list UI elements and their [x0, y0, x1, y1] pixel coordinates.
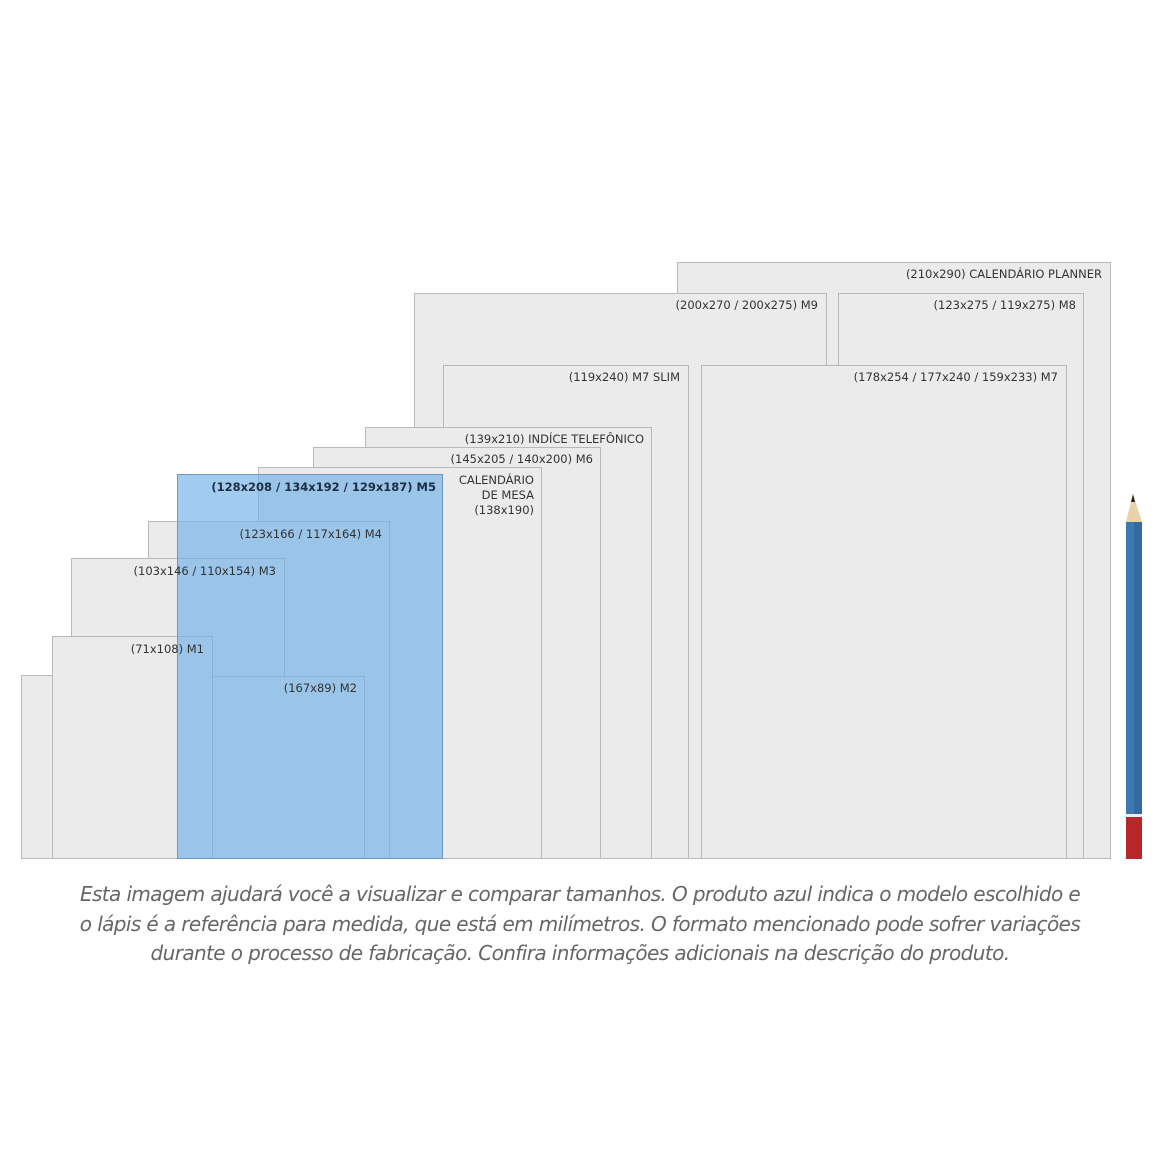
pencil-reference-icon — [1126, 494, 1142, 859]
label-m1: (71x108) M1 — [130, 642, 204, 656]
label-calendario-line1: CALENDÁRIO — [458, 473, 534, 487]
label-m2: (167x89) M2 — [283, 681, 357, 695]
caption-line-1: Esta imagem ajudará você a visualizar e … — [79, 882, 1081, 906]
label-calendario-line2: DE MESA — [481, 488, 534, 502]
pencil-body-shade — [1134, 522, 1142, 816]
label-m7: (178x254 / 177x240 / 159x233) M7 — [853, 370, 1058, 384]
label-m9: (200x270 / 200x275) M9 — [675, 298, 818, 312]
label-calendario: CALENDÁRIO DE MESA (138x190) — [459, 473, 534, 518]
box-m7 — [701, 365, 1067, 859]
pencil-wood-tip — [1126, 494, 1142, 522]
caption-line-2: o lápis é a referência para medida, que … — [79, 911, 1081, 936]
label-m7-slim: (119x240) M7 SLIM — [568, 370, 680, 384]
pencil-graphite-tip — [1131, 494, 1135, 502]
label-m5: (128x208 / 134x192 / 129x187) M5 — [211, 480, 436, 494]
pencil-end — [1126, 817, 1142, 859]
caption: Esta imagem ajudará você a visualizar e … — [0, 880, 1160, 969]
label-m3: (103x146 / 110x154) M3 — [133, 564, 276, 578]
box-unlabeled — [21, 675, 53, 859]
box-m5-selected — [177, 474, 443, 859]
pencil-band — [1126, 814, 1142, 817]
label-planner: (210x290) CALENDÁRIO PLANNER — [905, 267, 1102, 281]
label-indice: (139x210) INDÍCE TELEFÔNICO — [464, 432, 644, 446]
label-m4: (123x166 / 117x164) M4 — [239, 527, 382, 541]
caption-line-3: durante o processo de fabricação. Confir… — [150, 941, 1011, 965]
label-m8: (123x275 / 119x275) M8 — [933, 298, 1076, 312]
label-calendario-line3: (138x190) — [474, 503, 534, 517]
label-m6: (145x205 / 140x200) M6 — [450, 452, 593, 466]
